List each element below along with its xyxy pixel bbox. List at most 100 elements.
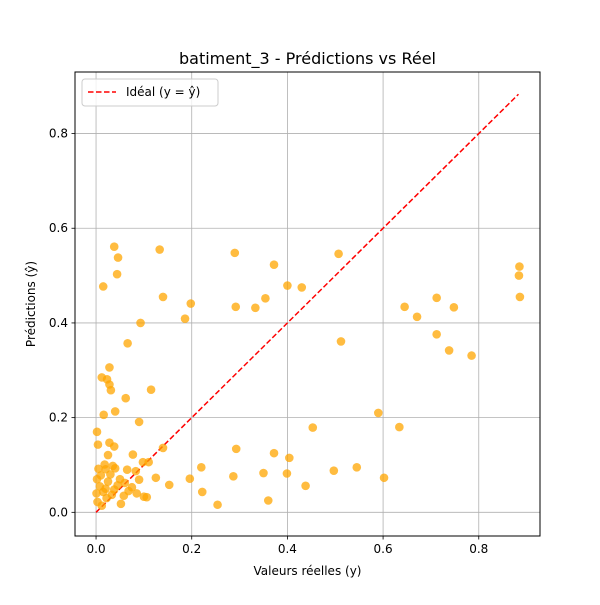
data-point <box>136 318 145 328</box>
data-point <box>329 466 339 475</box>
data-point <box>102 493 111 503</box>
data-point <box>103 477 113 486</box>
data-point <box>400 302 409 312</box>
data-point <box>301 481 310 491</box>
data-point <box>131 466 141 476</box>
data-point <box>134 417 144 427</box>
points-layer <box>92 242 525 510</box>
data-point <box>308 423 318 432</box>
data-point <box>379 473 389 483</box>
data-point <box>263 496 273 505</box>
axes-frame <box>74 71 541 537</box>
chart-title: batiment_3 - Prédictions vs Réel <box>179 49 436 69</box>
x-tick-label: 0.2 <box>182 542 201 556</box>
data-point <box>109 442 119 451</box>
legend: Idéal (y = ŷ) <box>81 78 219 107</box>
data-point <box>120 478 130 488</box>
data-point <box>185 474 195 484</box>
data-point <box>122 465 132 475</box>
y-tick-label: 0.2 <box>49 411 68 425</box>
data-point <box>110 463 120 473</box>
data-point <box>196 463 206 472</box>
x-axis-label: Valeurs réelles (y) <box>254 564 362 578</box>
data-point <box>110 407 120 416</box>
data-point <box>395 422 404 432</box>
data-point <box>144 457 153 467</box>
data-point <box>269 448 279 458</box>
data-point <box>334 249 343 259</box>
data-point <box>106 385 116 395</box>
data-point <box>467 351 476 360</box>
data-point <box>93 440 103 449</box>
x-tick-label: 0.6 <box>374 542 393 556</box>
data-point <box>251 303 260 313</box>
y-tick-label: 0.0 <box>49 505 68 519</box>
data-point <box>213 500 222 510</box>
data-point <box>158 443 168 453</box>
data-point <box>92 427 102 437</box>
data-point <box>113 253 123 262</box>
data-point <box>432 293 441 303</box>
data-point <box>282 469 292 478</box>
data-point <box>112 269 122 279</box>
data-point <box>412 312 422 322</box>
data-point <box>449 303 459 312</box>
x-tick-label: 0.0 <box>87 542 106 556</box>
data-point <box>164 480 174 490</box>
data-point <box>119 491 129 501</box>
data-point <box>352 463 362 472</box>
data-point <box>97 501 107 510</box>
x-tick-label: 0.4 <box>278 542 297 556</box>
data-point <box>132 489 142 498</box>
data-point <box>103 450 113 460</box>
data-point <box>151 473 161 483</box>
y-tick-label: 0.4 <box>49 316 68 330</box>
data-point <box>116 499 126 509</box>
x-axis-ticks: 0.0 0.2 0.4 0.6 0.8 <box>87 536 488 556</box>
data-point <box>142 492 152 502</box>
data-point <box>515 262 524 271</box>
data-point <box>158 292 168 302</box>
data-point <box>374 408 383 418</box>
data-point <box>121 393 131 403</box>
y-tick-label: 0.6 <box>49 221 68 235</box>
data-point <box>94 464 103 474</box>
legend-label: Idéal (y = ŷ) <box>126 85 200 99</box>
data-point <box>134 475 144 484</box>
data-point <box>106 470 115 479</box>
data-point <box>285 453 294 463</box>
ideal-line <box>95 93 519 513</box>
data-point <box>514 271 524 280</box>
data-point <box>98 282 108 291</box>
y-axis-ticks: 0.0 0.2 0.4 0.6 0.8 <box>49 127 75 519</box>
data-point <box>231 444 241 454</box>
data-point <box>261 294 270 303</box>
data-point <box>444 346 454 355</box>
data-point <box>128 450 138 459</box>
data-point <box>109 242 119 252</box>
y-axis-label: Prédictions (ŷ) <box>24 261 38 347</box>
data-point <box>99 410 109 420</box>
ideal-line-layer <box>95 93 519 513</box>
data-point <box>259 468 268 478</box>
data-point <box>229 472 238 481</box>
data-point <box>146 385 156 394</box>
data-point <box>186 299 196 308</box>
data-point <box>515 292 525 302</box>
data-point <box>180 314 190 323</box>
data-point <box>197 487 207 497</box>
data-point <box>432 330 441 339</box>
legend-box <box>81 78 219 107</box>
data-point <box>155 245 164 254</box>
data-point <box>297 283 307 292</box>
data-point <box>92 474 102 484</box>
data-point <box>283 281 292 290</box>
data-point <box>105 363 114 372</box>
data-point <box>336 337 346 346</box>
y-tick-label: 0.8 <box>49 127 68 141</box>
data-point <box>230 248 240 258</box>
x-tick-label: 0.8 <box>469 542 488 556</box>
data-point <box>231 302 241 312</box>
